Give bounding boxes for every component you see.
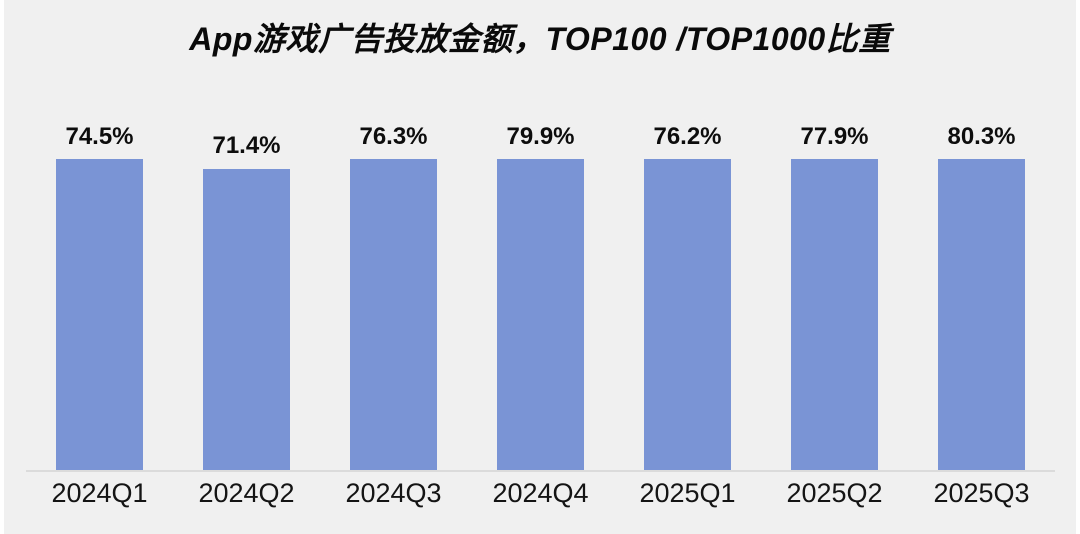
bar-value-label: 77.9% <box>800 123 869 150</box>
x-axis-label: 2024Q4 <box>492 478 589 508</box>
bar <box>350 159 437 470</box>
bar-group: 79.9% <box>467 123 614 470</box>
bar <box>497 159 584 470</box>
bar-group: 71.4% <box>173 124 320 470</box>
x-axis-label: 2025Q3 <box>933 478 1030 508</box>
bar <box>791 159 878 470</box>
bar-group: 76.3% <box>320 123 467 470</box>
chart-title: App游戏广告投放金额，TOP100 /TOP1000比重 <box>189 21 891 57</box>
bar-chart: 74.5% 71.4% 76.3% 79.9% 76.2% 77.9% 80.3% <box>26 123 1055 472</box>
bar-group: 74.5% <box>26 123 173 470</box>
bar-group: 77.9% <box>761 123 908 470</box>
bar-value-label: 74.5% <box>65 123 134 150</box>
bar <box>56 159 143 470</box>
x-axis-label: 2025Q1 <box>639 478 736 508</box>
bar <box>203 168 290 470</box>
x-axis-line <box>26 470 1055 472</box>
bar-value-label: 79.9% <box>506 123 575 150</box>
bar-value-label: 76.3% <box>359 123 428 150</box>
x-axis-label: 2024Q2 <box>198 478 295 508</box>
bar-value-label: 80.3% <box>947 123 1016 150</box>
x-axis-label: 2024Q1 <box>51 478 148 508</box>
bar-group: 76.2% <box>614 123 761 470</box>
x-axis-labels: 2024Q1 2024Q2 2024Q3 2024Q4 2025Q1 2025Q2 2025… <box>26 477 1055 511</box>
bars-row: 74.5% 71.4% 76.3% 79.9% 76.2% 77.9% 80.3% <box>26 123 1055 470</box>
bar-value-label: 76.2% <box>653 123 722 150</box>
bar <box>644 159 731 470</box>
x-axis-label: 2025Q2 <box>786 478 883 508</box>
chart-panel: App游戏广告投放金额，TOP100 /TOP1000比重 74.5% 71.4%… <box>4 0 1076 534</box>
x-axis-label: 2024Q3 <box>345 478 442 508</box>
bar-group: 80.3% <box>908 123 1055 470</box>
bar-value-label: 71.4% <box>212 132 281 160</box>
bar <box>938 159 1025 470</box>
